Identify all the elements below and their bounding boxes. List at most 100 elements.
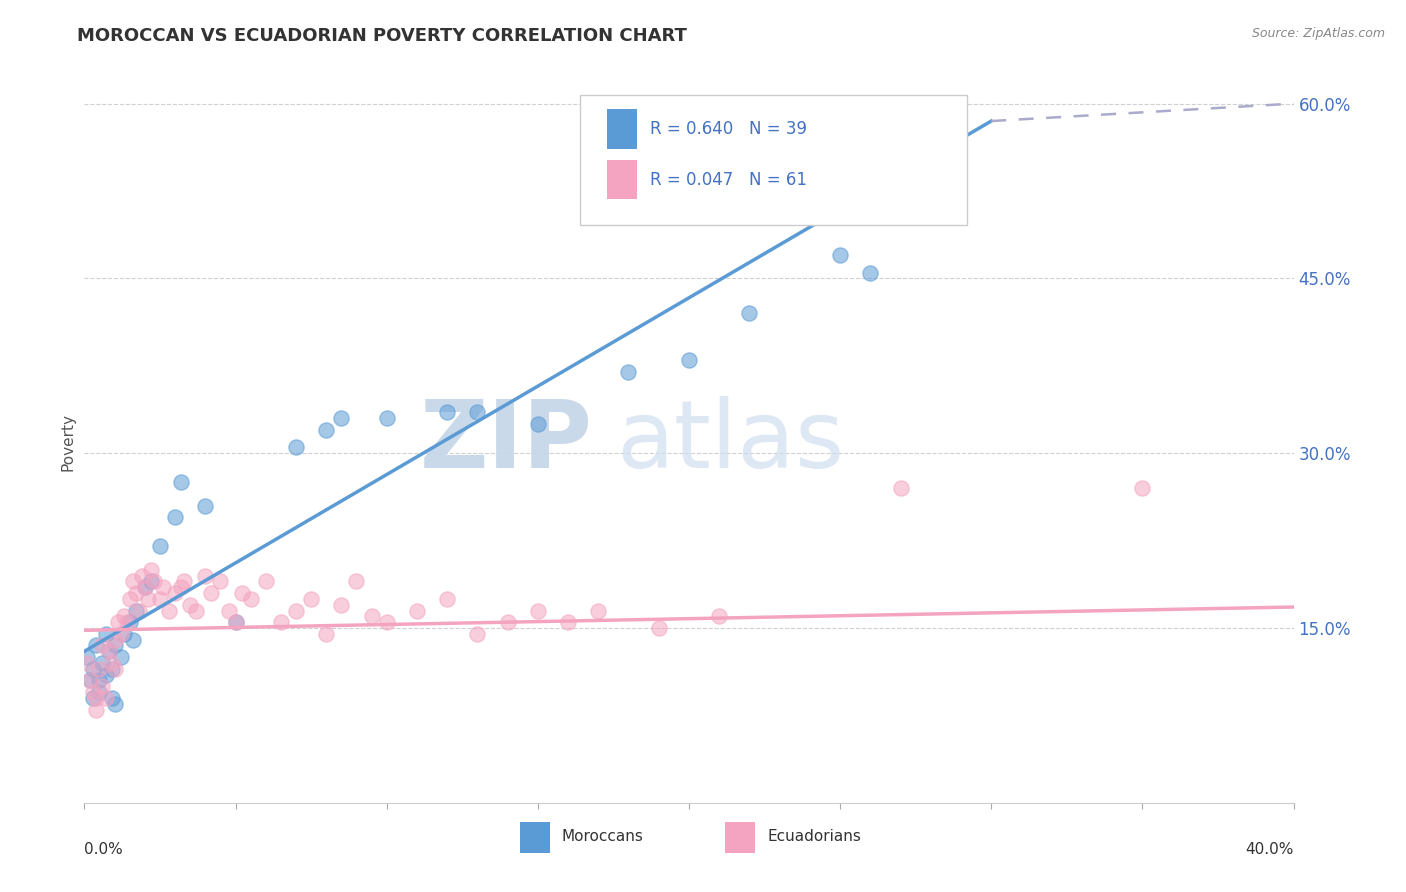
Point (136, 591, 159, 606)
Point (467, 627, 489, 641)
Point (104, 697, 127, 711)
Point (110, 650, 132, 665)
Point (588, 603, 610, 617)
Point (738, 306, 761, 320)
Point (107, 615, 129, 630)
Point (91, 656, 114, 670)
Point (128, 603, 150, 617)
Point (467, 405, 489, 419)
Point (179, 598, 201, 612)
Point (254, 574, 277, 589)
Text: R = 0.640   N = 39: R = 0.640 N = 39 (650, 120, 807, 138)
Point (142, 574, 165, 589)
Point (76, 650, 98, 665)
Point (200, 586, 222, 600)
FancyBboxPatch shape (520, 822, 550, 854)
Point (617, 365, 640, 379)
Point (186, 603, 208, 617)
Point (91, 679, 114, 693)
Point (315, 423, 337, 437)
Point (890, 481, 912, 495)
Point (1130, 481, 1153, 495)
Point (406, 603, 429, 617)
Point (270, 615, 292, 630)
Point (157, 603, 180, 617)
Text: ZIP: ZIP (419, 395, 592, 488)
Point (375, 411, 398, 425)
Point (139, 563, 162, 577)
Point (557, 615, 579, 630)
Point (170, 580, 193, 594)
Point (678, 353, 700, 368)
Point (125, 586, 148, 600)
FancyBboxPatch shape (607, 109, 637, 149)
FancyBboxPatch shape (725, 822, 755, 854)
Point (110, 627, 132, 641)
Point (134, 580, 156, 594)
Point (118, 591, 141, 606)
Point (346, 574, 368, 589)
Point (496, 615, 519, 630)
Point (173, 574, 195, 589)
Point (170, 475, 193, 490)
Point (648, 621, 671, 635)
Point (94, 627, 117, 641)
Point (121, 574, 143, 589)
Point (830, 248, 852, 262)
Point (225, 615, 247, 630)
Point (165, 586, 187, 600)
Point (285, 603, 308, 617)
Point (149, 591, 172, 606)
Point (82, 690, 104, 705)
Point (165, 510, 187, 524)
Text: Ecuadorians: Ecuadorians (768, 830, 862, 844)
Point (89, 685, 111, 699)
Point (104, 662, 127, 676)
Point (104, 632, 127, 647)
Point (239, 591, 262, 606)
Point (79, 673, 101, 688)
Point (94, 667, 117, 681)
Point (527, 417, 550, 431)
Point (91, 639, 114, 653)
Point (315, 627, 337, 641)
Y-axis label: Poverty: Poverty (60, 412, 76, 471)
Point (436, 591, 458, 606)
Point (100, 690, 122, 705)
Point (859, 266, 882, 280)
Point (112, 609, 135, 624)
Point (194, 568, 217, 582)
Text: Source: ZipAtlas.com: Source: ZipAtlas.com (1251, 27, 1385, 40)
Point (218, 603, 240, 617)
Point (121, 632, 143, 647)
Point (125, 603, 148, 617)
FancyBboxPatch shape (607, 160, 637, 200)
Text: 0.0%: 0.0% (84, 842, 124, 856)
Point (86, 639, 108, 653)
Point (285, 441, 308, 455)
Point (118, 615, 141, 630)
Point (97, 644, 120, 658)
Point (79, 673, 101, 688)
Point (97, 644, 120, 658)
Point (82, 685, 104, 699)
Point (231, 586, 253, 600)
Point (94, 690, 117, 705)
Point (375, 615, 398, 630)
Point (225, 615, 247, 630)
Point (149, 540, 172, 554)
Point (527, 603, 550, 617)
Point (115, 615, 138, 630)
Point (436, 405, 458, 419)
Text: atlas: atlas (616, 395, 845, 488)
Point (330, 598, 353, 612)
Point (709, 609, 731, 624)
Text: R = 0.047   N = 61: R = 0.047 N = 61 (650, 171, 807, 189)
Point (82, 662, 104, 676)
Point (330, 411, 353, 425)
Point (104, 639, 127, 653)
Point (152, 580, 174, 594)
Point (139, 574, 162, 589)
Point (360, 609, 382, 624)
Point (89, 673, 111, 688)
